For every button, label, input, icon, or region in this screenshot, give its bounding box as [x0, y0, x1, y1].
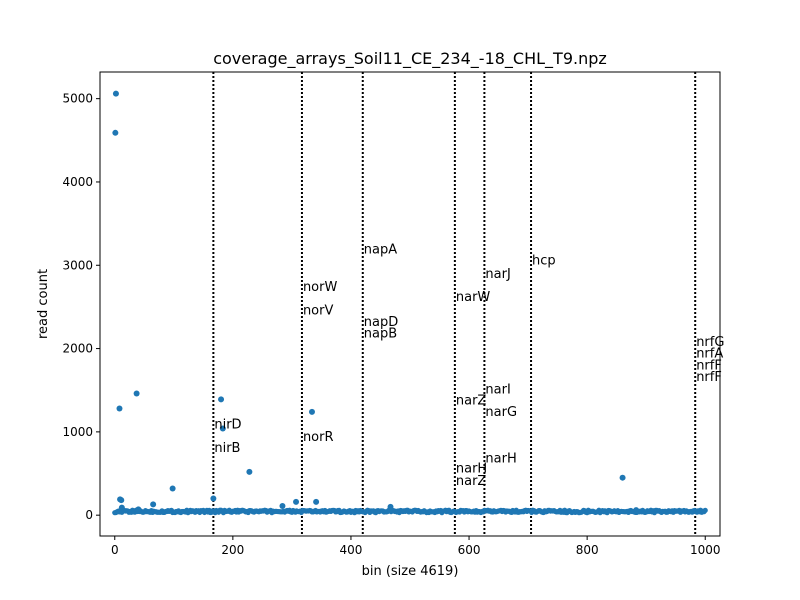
- data-point-outlier: [246, 468, 253, 475]
- data-point: [702, 507, 708, 513]
- plot-frame: [99, 71, 721, 537]
- chart-title: coverage_arrays_Soil11_CE_234_-18_CHL_T9…: [213, 49, 607, 69]
- data-point-outlier: [118, 497, 125, 504]
- gene-marker-label: nirB: [214, 441, 240, 456]
- baseline-points: [112, 507, 708, 516]
- y-tick-label: 4000: [62, 175, 93, 189]
- gene-marker-label: narI: [485, 383, 510, 398]
- data-point-outlier: [118, 504, 125, 511]
- gene-marker-label: hcp: [532, 253, 556, 268]
- y-tick-label: 1000: [62, 425, 93, 439]
- x-tick-label: 0: [111, 543, 119, 557]
- data-point-outlier: [169, 485, 176, 492]
- gene-marker-label: narJ: [485, 267, 510, 282]
- data-point-outlier: [112, 90, 119, 97]
- x-axis-ticks: 0 200 400 600 800 1000: [111, 536, 721, 557]
- data-point-outlier: [135, 506, 142, 513]
- outlier-points: [112, 90, 640, 514]
- data-point-outlier: [210, 495, 217, 502]
- x-tick-label: 200: [221, 543, 244, 557]
- gene-marker-label: napD: [364, 315, 398, 330]
- data-point-outlier: [112, 129, 119, 136]
- gene-marker-label: narW: [456, 290, 491, 305]
- data-point-outlier: [116, 405, 123, 412]
- gene-marker-label: narZ: [456, 393, 487, 408]
- gene-marker-label: norV: [303, 303, 334, 318]
- y-tick-label: 2000: [62, 342, 93, 356]
- gene-marker-label: norW: [303, 280, 338, 295]
- x-tick-label: 600: [458, 543, 481, 557]
- gene-marker-label: narG: [485, 405, 517, 420]
- x-tick-label: 800: [576, 543, 599, 557]
- gene-marker-label: napB: [364, 327, 397, 342]
- y-tick-label: 0: [85, 508, 93, 522]
- data-point-outlier: [219, 425, 226, 432]
- data-point-outlier: [633, 507, 640, 514]
- gene-marker-label: narZ: [456, 474, 487, 489]
- gene-marker-lines: [212, 72, 697, 536]
- gene-marker-label: nrfA: [696, 347, 723, 362]
- data-point-outlier: [308, 408, 315, 415]
- gene-marker-label: nrfF: [696, 370, 722, 385]
- gene-marker-label: narH: [485, 452, 516, 467]
- y-axis-label: read count: [36, 269, 51, 339]
- gene-marker-label: nirD: [214, 418, 241, 433]
- data-point-outlier: [619, 474, 626, 481]
- y-tick-label: 5000: [62, 92, 93, 106]
- x-tick-label: 1000: [690, 543, 721, 557]
- data-point-outlier: [387, 503, 394, 510]
- data-point-outlier: [150, 501, 157, 508]
- data-point-outlier: [293, 498, 300, 505]
- gene-marker-label: norR: [303, 430, 334, 445]
- data-point-outlier: [218, 396, 225, 403]
- data-point-outlier: [279, 503, 286, 510]
- gene-marker-label: narH: [456, 462, 487, 477]
- y-axis-ticks: 0 1000 2000 3000 4000 5000: [62, 92, 100, 522]
- data-point-outlier: [313, 498, 320, 505]
- data-point-outlier: [133, 390, 140, 397]
- gene-marker-label: napA: [364, 243, 397, 258]
- gene-marker-label: nrfG: [696, 335, 724, 350]
- gene-marker-label: nrfF: [696, 358, 722, 373]
- x-axis-label: bin (size 4619): [362, 564, 459, 579]
- x-tick-label: 400: [339, 543, 362, 557]
- y-tick-label: 3000: [62, 258, 93, 272]
